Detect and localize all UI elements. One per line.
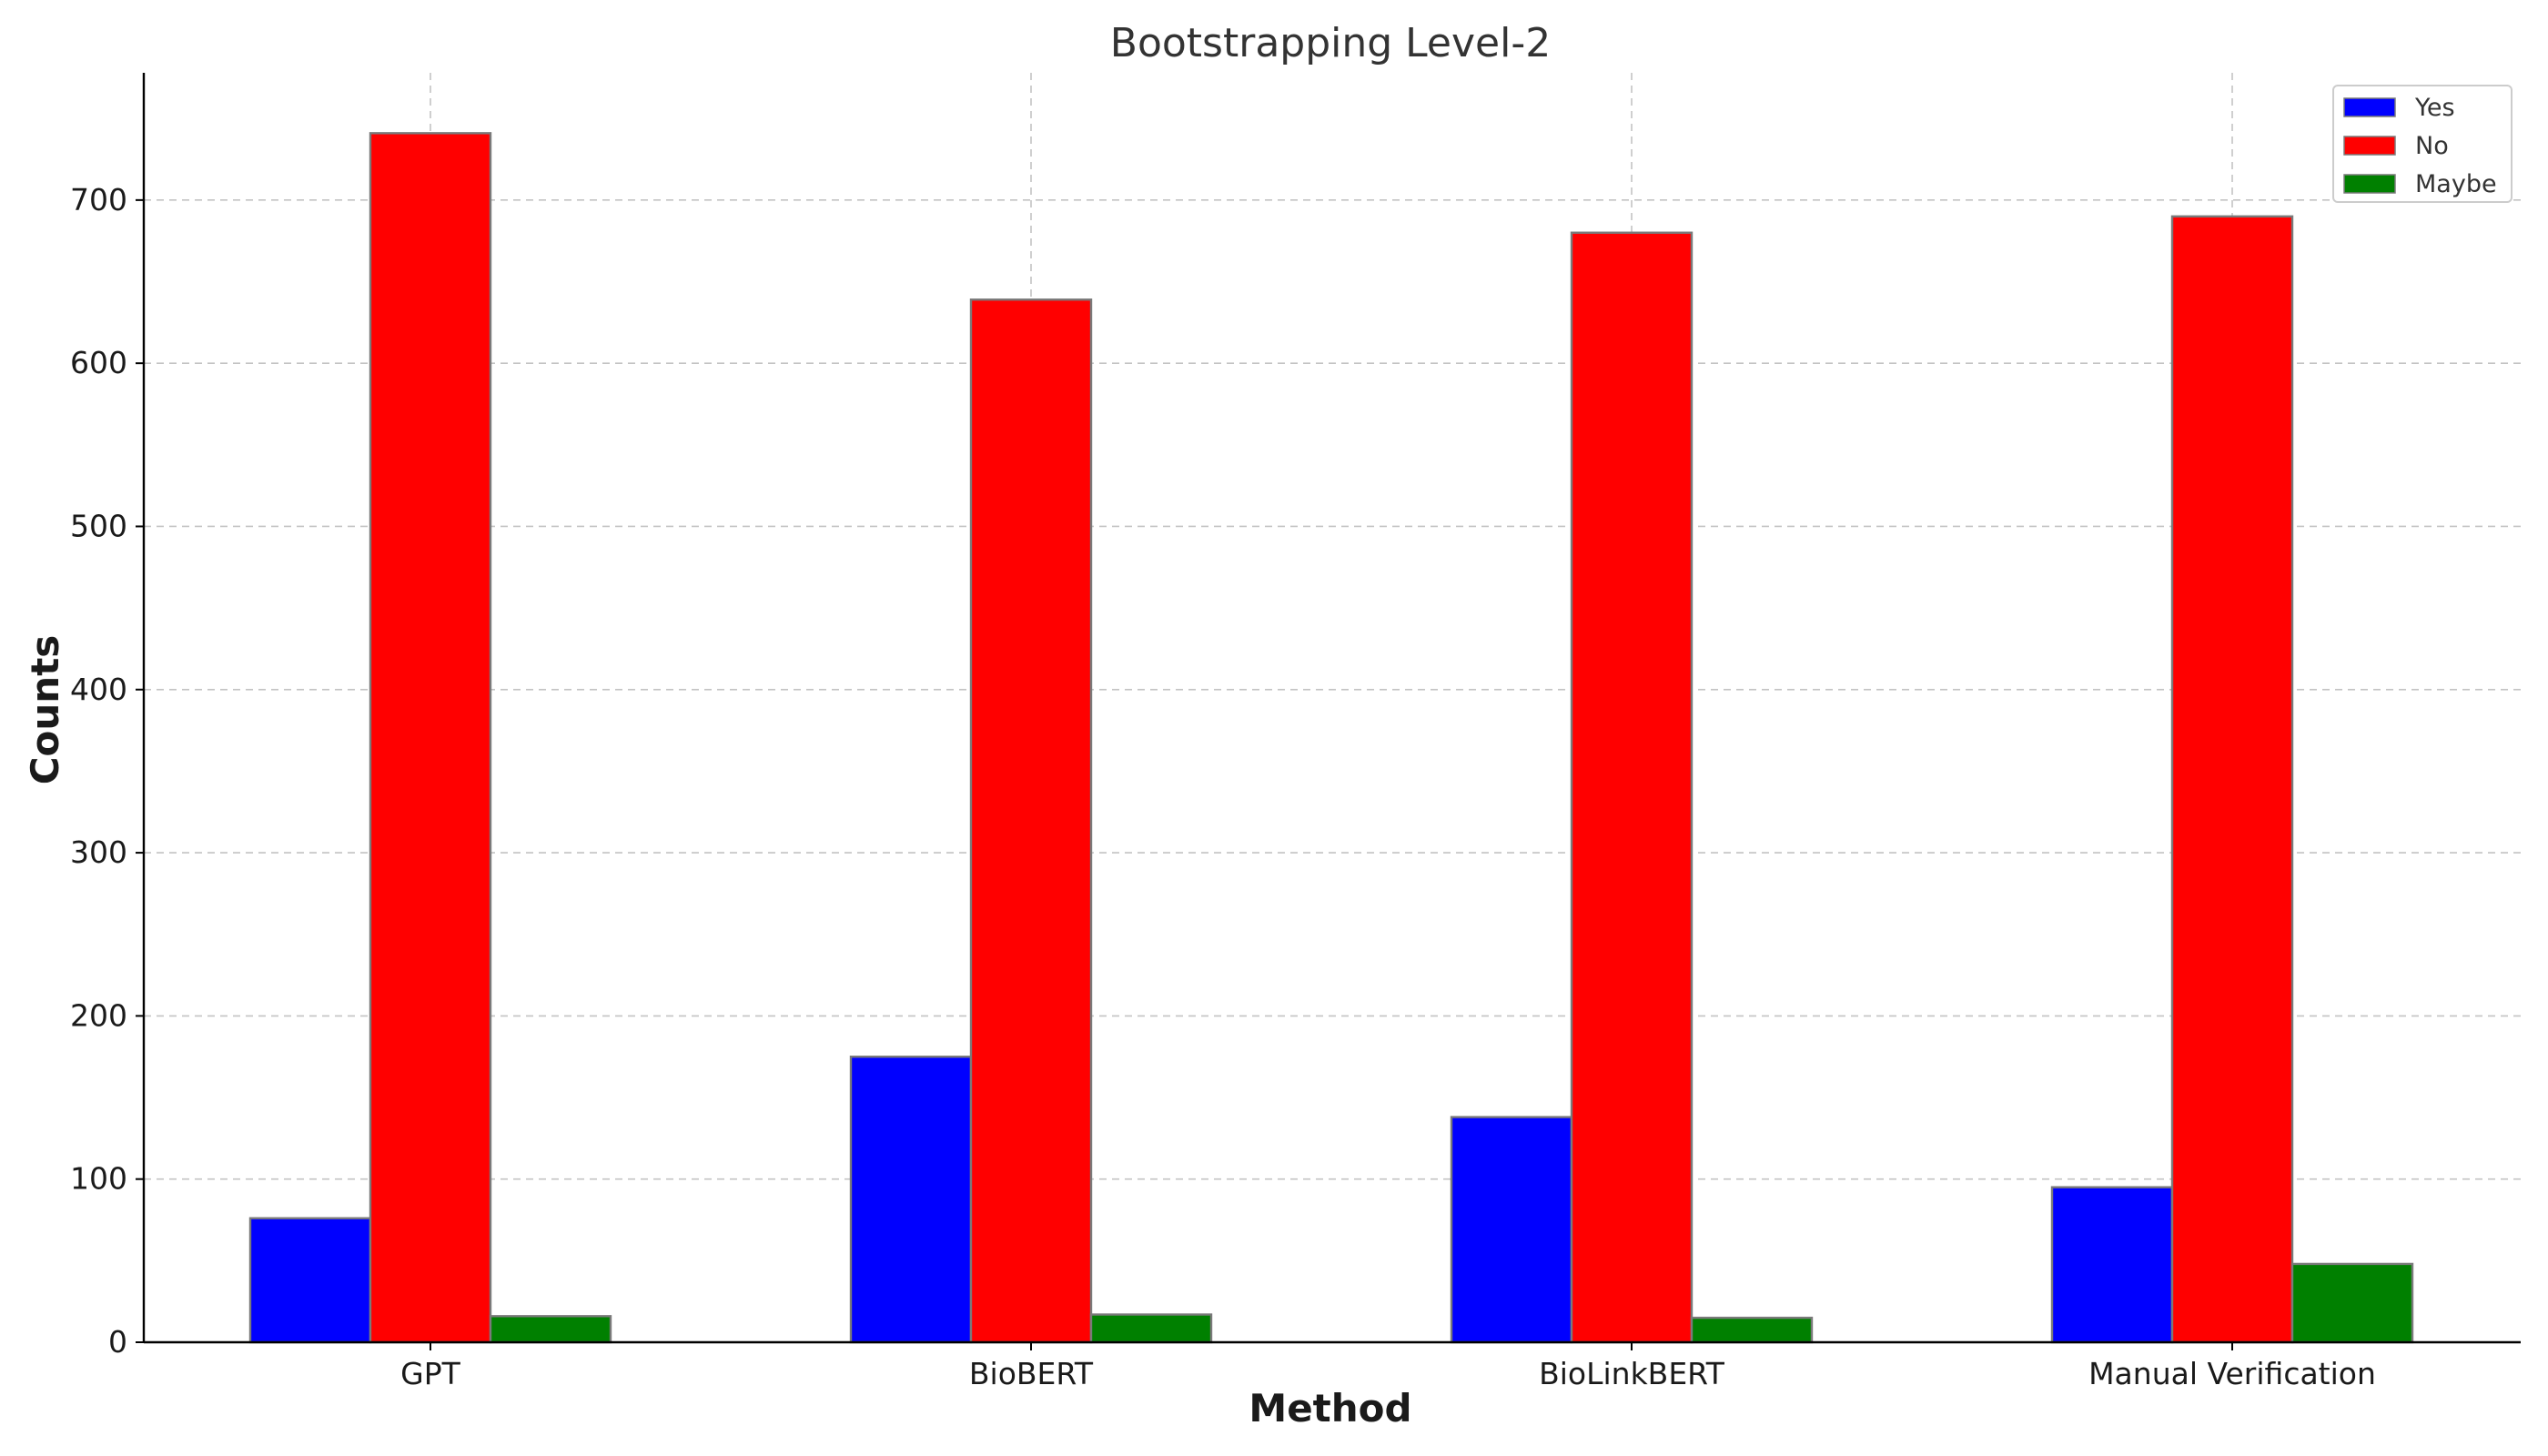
bar-no-biolinkbert	[1570, 231, 1694, 1344]
x-axis-title: Method	[1249, 1386, 1411, 1431]
y-tick-label: 600	[70, 345, 127, 380]
x-tick-label: GPT	[400, 1356, 460, 1391]
y-tick-label: 0	[108, 1324, 127, 1360]
legend-swatch-yes	[2343, 97, 2396, 117]
y-tick-label: 100	[70, 1161, 127, 1197]
y-tick-label: 500	[70, 508, 127, 543]
bar-yes-biolinkbert	[1450, 1116, 1573, 1344]
bar-yes-gpt	[248, 1217, 372, 1344]
x-tick-label: Manual Verification	[2088, 1356, 2376, 1391]
y-tick-label: 700	[70, 182, 127, 217]
grid-lines	[144, 73, 2521, 1343]
chart-title: Bootstrapping Level-2	[1110, 20, 1551, 66]
x-tick-label: BioLinkBERT	[1539, 1356, 1725, 1391]
axes	[142, 73, 2521, 1344]
legend-swatch-no	[2343, 136, 2396, 156]
bar-yes-biobert	[849, 1056, 973, 1344]
bar-maybe-biobert	[1089, 1313, 1213, 1344]
legend-label-maybe: Maybe	[2415, 170, 2497, 198]
bar-maybe-gpt	[489, 1315, 612, 1344]
legend-label-no: No	[2415, 132, 2449, 160]
legend-swatch-maybe	[2343, 174, 2396, 194]
bars	[248, 132, 2414, 1344]
bar-maybe-manual-verification	[2290, 1262, 2414, 1344]
bar-no-gpt	[369, 132, 492, 1344]
bar-yes-manual-verification	[2050, 1186, 2174, 1344]
y-ticks: 0 100 200 300 400 500 600 700	[70, 182, 144, 1360]
bar-no-biobert	[969, 298, 1093, 1344]
y-axis-title: Counts	[23, 635, 67, 785]
x-tick-label: BioBERT	[969, 1356, 1094, 1391]
bar-maybe-biolinkbert	[1690, 1316, 1814, 1344]
x-ticks: GPT BioBERT BioLinkBERT Manual Verification	[400, 1342, 2376, 1391]
legend: Yes No Maybe	[2332, 85, 2513, 203]
y-tick-label: 300	[70, 834, 127, 870]
y-tick-label: 200	[70, 997, 127, 1033]
bar-no-manual-verification	[2170, 215, 2294, 1344]
legend-label-yes: Yes	[2414, 94, 2455, 122]
y-tick-label: 400	[70, 672, 127, 707]
